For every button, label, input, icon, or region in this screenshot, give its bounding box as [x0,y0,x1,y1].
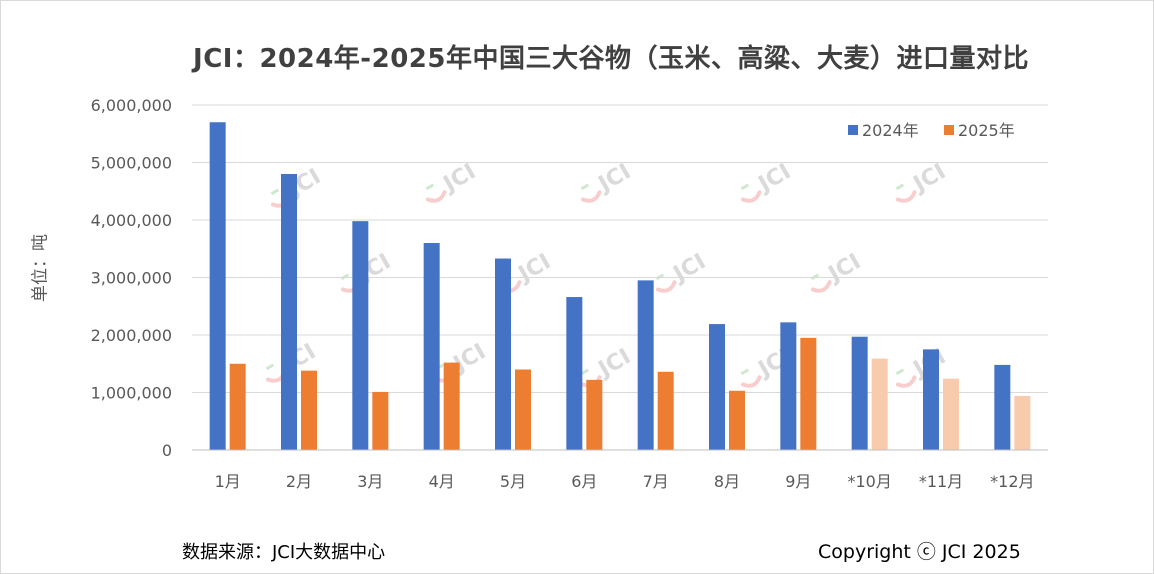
y-tick-label: 6,000,000 [91,96,172,115]
x-tick-label: 7月 [643,472,669,491]
bar-2024年-2月 [281,174,297,450]
watermark-logo: JCI [580,344,635,388]
bar-2024年-1月 [209,122,226,450]
legend-label: 2024年 [862,121,919,140]
watermark-logo: JCI [895,159,950,203]
x-tick-label: 1月 [215,472,241,491]
bar-2024年-9月 [780,322,797,450]
bar-2025年-2月 [301,370,317,450]
y-tick-label: 5,000,000 [91,154,172,173]
bar-2025年-*12月 [1014,395,1031,450]
bar-2025年-*11月 [943,378,959,450]
bar-2025年-*10月 [871,358,888,450]
bar-2024年-6月 [566,297,583,450]
x-tick-label: 9月 [785,472,811,491]
y-tick-label: 1,000,000 [91,384,172,403]
x-tick-label: *11月 [919,472,963,491]
watermark-logo: JCI [740,159,795,203]
bar-2024年-8月 [709,324,725,450]
x-tick-label: *12月 [990,472,1034,491]
x-tick-label: 4月 [429,472,455,491]
watermark-logo: JCI [425,159,480,203]
bar-2025年-6月 [586,379,603,450]
bar-2025年-7月 [657,371,674,450]
bar-2024年-4月 [423,243,440,450]
bar-2025年-9月 [800,337,817,450]
x-tick-label: *10月 [847,472,891,491]
watermark-logo: JCI [580,159,635,203]
x-tick-label: 5月 [500,472,526,491]
bar-2024年-*10月 [851,336,868,450]
bar-2024年-7月 [637,280,654,450]
bar-2025年-1月 [229,363,246,450]
y-tick-label: 3,000,000 [91,269,172,288]
y-tick-label: 0 [162,441,172,460]
x-tick-label: 8月 [714,472,740,491]
x-tick-label: 3月 [357,472,383,491]
bar-2025年-5月 [515,369,531,450]
bar-2025年-3月 [372,391,389,450]
data-source-note: 数据来源：JCI大数据中心 [182,542,386,563]
legend-swatch [944,125,954,135]
bar-2024年-*11月 [923,349,939,450]
chart-title: JCI：2024年-2025年中国三大谷物（玉米、高粱、大麦）进口量对比 [193,44,1029,74]
x-tick-label: 2月 [286,472,312,491]
legend-label: 2025年 [958,121,1015,140]
bar-2025年-8月 [729,390,745,450]
copyright-note: Copyright ⓒ JCI 2025 [818,541,1021,563]
y-tick-label: 4,000,000 [91,211,172,230]
watermark-logo: JCI [895,344,950,388]
x-tick-label: 6月 [571,472,597,491]
bar-2024年-*12月 [994,364,1011,450]
bar-2025年-4月 [443,362,460,450]
bar-2024年-3月 [352,221,369,450]
watermark-logo: JCI [655,249,710,293]
legend-swatch [848,125,858,135]
bar-2024年-5月 [495,258,511,450]
y-tick-label: 2,000,000 [91,326,172,345]
watermark-logo: JCI [810,249,865,293]
